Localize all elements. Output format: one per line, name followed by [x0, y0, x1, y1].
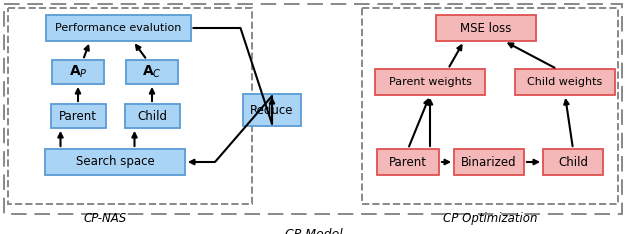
Text: Child: Child — [137, 110, 167, 123]
Bar — [243, 94, 301, 126]
Text: Parent: Parent — [59, 110, 97, 123]
Bar — [515, 69, 615, 95]
Text: CP-NAS: CP-NAS — [84, 212, 127, 225]
Bar — [8, 8, 252, 204]
Bar — [45, 149, 185, 175]
Bar — [375, 69, 485, 95]
Bar — [4, 4, 622, 214]
Bar — [124, 104, 180, 128]
Text: $\mathbf{A}_P$: $\mathbf{A}_P$ — [68, 64, 87, 80]
Text: Performance evalution: Performance evalution — [55, 23, 181, 33]
Bar — [45, 15, 190, 41]
Bar — [362, 8, 618, 204]
Text: CP Optimization: CP Optimization — [443, 212, 537, 225]
Bar — [50, 104, 106, 128]
Text: Child: Child — [558, 156, 588, 168]
Text: Child weights: Child weights — [528, 77, 603, 87]
Text: $\mathbf{A}_C$: $\mathbf{A}_C$ — [142, 64, 162, 80]
Text: Parent: Parent — [389, 156, 427, 168]
Text: Reduce: Reduce — [250, 103, 294, 117]
Bar — [543, 149, 603, 175]
Bar — [126, 60, 178, 84]
Text: Binarized: Binarized — [461, 156, 517, 168]
Bar — [52, 60, 104, 84]
Bar — [436, 15, 536, 41]
Bar — [454, 149, 524, 175]
Text: Parent weights: Parent weights — [389, 77, 472, 87]
Text: Search space: Search space — [75, 156, 154, 168]
Text: CP Model: CP Model — [285, 228, 343, 234]
Bar — [377, 149, 439, 175]
Text: MSE loss: MSE loss — [460, 22, 512, 34]
